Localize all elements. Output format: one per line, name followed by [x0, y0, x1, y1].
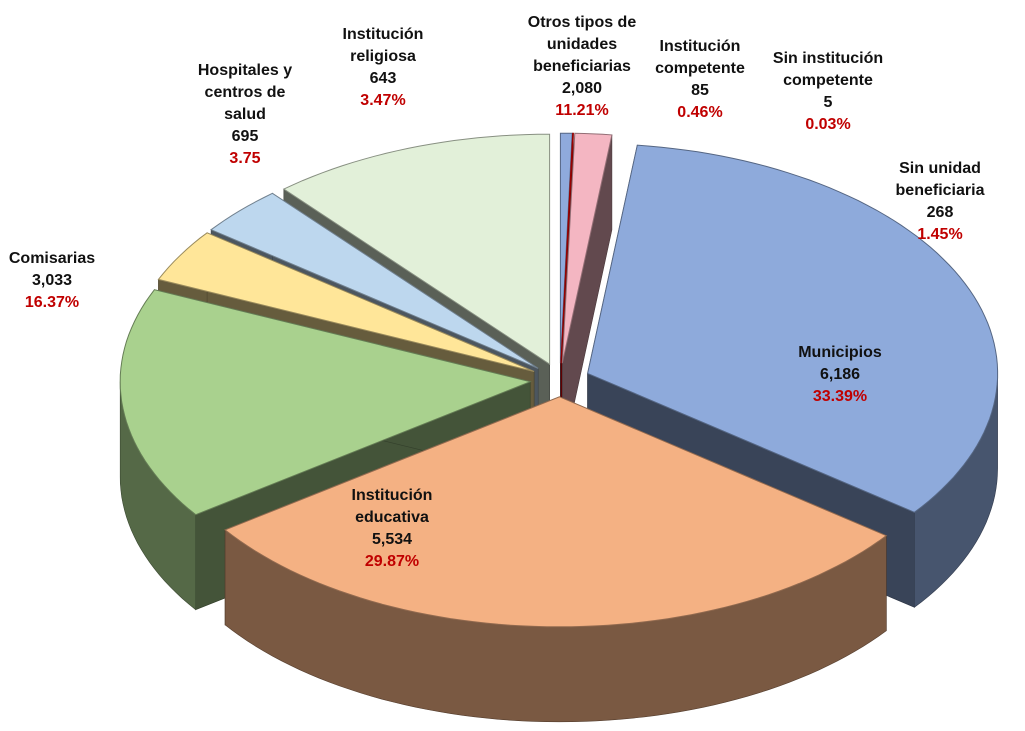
- slice-label: Municipios 6,186 33.39%: [798, 342, 882, 408]
- percent-label: 0.46%: [677, 104, 723, 121]
- slice: [560, 132, 574, 364]
- category-label: Sin institución competente: [772, 50, 884, 89]
- percent-label: 3.75: [229, 150, 261, 167]
- percent-label: 0.03%: [805, 116, 851, 133]
- percent-label: 11.21%: [555, 102, 609, 119]
- value-label: 268: [926, 204, 954, 221]
- slice-label: Institución competente 85 0.46%: [655, 36, 745, 124]
- value-label: 695: [231, 128, 259, 145]
- percent-label: 29.87%: [364, 553, 420, 570]
- percent-label: 1.45%: [917, 226, 963, 243]
- slice: [157, 232, 535, 372]
- slice: [210, 192, 539, 369]
- slice-label: Institución educativa 5,534 29.87%: [352, 485, 433, 573]
- slice: [282, 133, 551, 366]
- percent-label: 33.39%: [812, 388, 868, 405]
- slice: [561, 132, 613, 364]
- value-label: 2,080: [561, 80, 603, 97]
- slice-label: Otros tipos de unidades beneficiarias 2,0…: [528, 12, 636, 122]
- category-label: Otros tipos de unidades beneficiarias: [527, 14, 637, 75]
- category-label: Institución educativa: [351, 487, 433, 526]
- slice: [119, 289, 532, 516]
- category-label: Institución religiosa: [342, 26, 424, 65]
- slice-label: Sin institución competente 5 0.03%: [773, 48, 883, 136]
- category-label: Comisarias: [8, 250, 96, 267]
- slice-label: Sin unidad beneficiaria 268 1.45%: [896, 158, 985, 246]
- category-label: Sin unidad beneficiaria: [895, 160, 985, 199]
- slice: [224, 396, 888, 628]
- slice: [587, 144, 999, 513]
- value-label: 5,534: [371, 531, 413, 548]
- slice-label: Comisarias 3,033 16.37%: [9, 248, 95, 314]
- category-label: Municipios: [798, 344, 882, 361]
- slice-label: Institución religiosa 643 3.47%: [343, 24, 424, 112]
- value-label: 5: [823, 94, 833, 111]
- slice-label: Hospitales y centros de salud 695 3.75: [198, 60, 292, 170]
- category-label: Hospitales y centros de salud: [197, 62, 293, 123]
- value-label: 6,186: [819, 366, 861, 383]
- value-label: 85: [691, 82, 709, 99]
- value-label: 643: [369, 70, 397, 87]
- value-label: 3,033: [31, 272, 73, 289]
- category-label: Institución competente: [655, 38, 745, 77]
- percent-label: 3.47%: [360, 92, 406, 109]
- percent-label: 16.37%: [24, 294, 80, 311]
